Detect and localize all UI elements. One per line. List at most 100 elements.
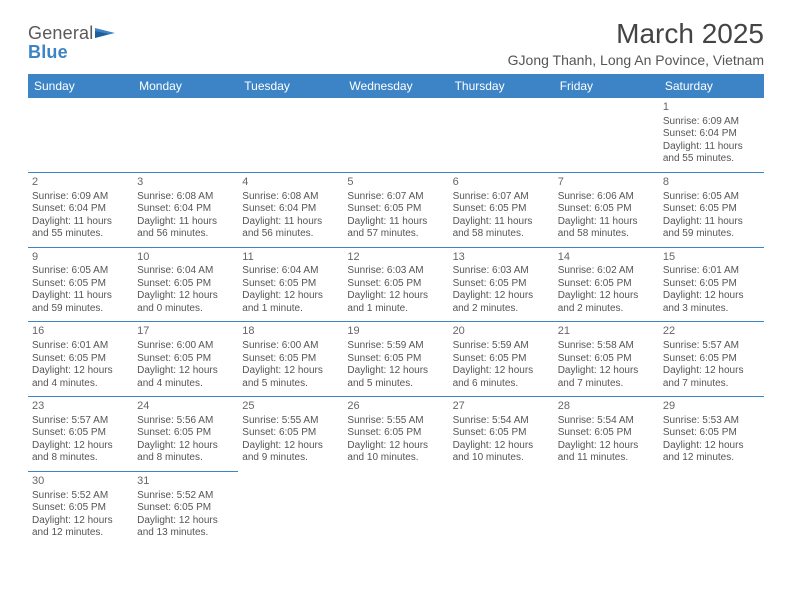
calendar-header-row: SundayMondayTuesdayWednesdayThursdayFrid…: [28, 74, 764, 98]
day-number: 28: [558, 400, 655, 414]
sunrise-text: Sunrise: 6:06 AM: [558, 191, 655, 204]
day-info: Sunrise: 6:04 AMSunset: 6:05 PMDaylight:…: [242, 265, 339, 315]
daylight-text: Daylight: 12 hours and 3 minutes.: [663, 290, 760, 315]
day-info: Sunrise: 6:02 AMSunset: 6:05 PMDaylight:…: [558, 265, 655, 315]
calendar-empty-cell: [133, 98, 238, 172]
calendar-empty-cell: [238, 98, 343, 172]
sunrise-text: Sunrise: 6:09 AM: [663, 116, 760, 129]
day-info: Sunrise: 5:52 AMSunset: 6:05 PMDaylight:…: [137, 490, 234, 540]
day-number: 5: [347, 176, 444, 190]
day-info: Sunrise: 5:58 AMSunset: 6:05 PMDaylight:…: [558, 340, 655, 390]
day-number: 3: [137, 176, 234, 190]
calendar-empty-cell: [554, 98, 659, 172]
sunrise-text: Sunrise: 5:54 AM: [558, 415, 655, 428]
weekday-header: Friday: [554, 74, 659, 98]
day-number: 31: [137, 475, 234, 489]
daylight-text: Daylight: 11 hours and 55 minutes.: [663, 141, 760, 166]
calendar-week-row: 23Sunrise: 5:57 AMSunset: 6:05 PMDayligh…: [28, 397, 764, 472]
sunset-text: Sunset: 6:05 PM: [663, 203, 760, 216]
sunset-text: Sunset: 6:05 PM: [32, 502, 129, 515]
sunrise-text: Sunrise: 6:00 AM: [242, 340, 339, 353]
daylight-text: Daylight: 12 hours and 4 minutes.: [32, 365, 129, 390]
sunrise-text: Sunrise: 5:53 AM: [663, 415, 760, 428]
sunrise-text: Sunrise: 5:54 AM: [453, 415, 550, 428]
sunrise-text: Sunrise: 6:09 AM: [32, 191, 129, 204]
day-info: Sunrise: 5:55 AMSunset: 6:05 PMDaylight:…: [242, 415, 339, 465]
day-number: 26: [347, 400, 444, 414]
brand-text-a: General: [28, 23, 93, 43]
calendar-day-cell: 4Sunrise: 6:08 AMSunset: 6:04 PMDaylight…: [238, 172, 343, 247]
day-info: Sunrise: 5:59 AMSunset: 6:05 PMDaylight:…: [453, 340, 550, 390]
daylight-text: Daylight: 12 hours and 5 minutes.: [347, 365, 444, 390]
day-number: 12: [347, 251, 444, 265]
sunset-text: Sunset: 6:05 PM: [32, 427, 129, 440]
day-number: 22: [663, 325, 760, 339]
sunset-text: Sunset: 6:04 PM: [242, 203, 339, 216]
day-number: 17: [137, 325, 234, 339]
calendar-day-cell: 22Sunrise: 5:57 AMSunset: 6:05 PMDayligh…: [659, 322, 764, 397]
calendar-day-cell: 16Sunrise: 6:01 AMSunset: 6:05 PMDayligh…: [28, 322, 133, 397]
calendar-empty-cell: [343, 471, 448, 545]
sunset-text: Sunset: 6:05 PM: [347, 278, 444, 291]
sunset-text: Sunset: 6:05 PM: [558, 353, 655, 366]
day-number: 6: [453, 176, 550, 190]
day-number: 25: [242, 400, 339, 414]
daylight-text: Daylight: 12 hours and 11 minutes.: [558, 440, 655, 465]
daylight-text: Daylight: 12 hours and 1 minute.: [347, 290, 444, 315]
sunset-text: Sunset: 6:05 PM: [453, 427, 550, 440]
daylight-text: Daylight: 12 hours and 5 minutes.: [242, 365, 339, 390]
calendar-day-cell: 21Sunrise: 5:58 AMSunset: 6:05 PMDayligh…: [554, 322, 659, 397]
daylight-text: Daylight: 11 hours and 59 minutes.: [663, 216, 760, 241]
day-info: Sunrise: 5:57 AMSunset: 6:05 PMDaylight:…: [32, 415, 129, 465]
sunrise-text: Sunrise: 5:57 AM: [32, 415, 129, 428]
day-info: Sunrise: 6:00 AMSunset: 6:05 PMDaylight:…: [137, 340, 234, 390]
calendar-empty-cell: [28, 98, 133, 172]
calendar-day-cell: 30Sunrise: 5:52 AMSunset: 6:05 PMDayligh…: [28, 471, 133, 545]
calendar-day-cell: 23Sunrise: 5:57 AMSunset: 6:05 PMDayligh…: [28, 397, 133, 472]
weekday-header: Wednesday: [343, 74, 448, 98]
sunrise-text: Sunrise: 5:55 AM: [242, 415, 339, 428]
sunset-text: Sunset: 6:05 PM: [558, 203, 655, 216]
day-info: Sunrise: 6:01 AMSunset: 6:05 PMDaylight:…: [663, 265, 760, 315]
sunset-text: Sunset: 6:05 PM: [32, 353, 129, 366]
calendar-empty-cell: [449, 471, 554, 545]
day-number: 2: [32, 176, 129, 190]
sunset-text: Sunset: 6:04 PM: [32, 203, 129, 216]
day-info: Sunrise: 5:56 AMSunset: 6:05 PMDaylight:…: [137, 415, 234, 465]
sunset-text: Sunset: 6:05 PM: [137, 427, 234, 440]
location-subtitle: GJong Thanh, Long An Povince, Vietnam: [508, 52, 764, 68]
sunset-text: Sunset: 6:05 PM: [242, 353, 339, 366]
calendar-day-cell: 12Sunrise: 6:03 AMSunset: 6:05 PMDayligh…: [343, 247, 448, 322]
day-info: Sunrise: 6:00 AMSunset: 6:05 PMDaylight:…: [242, 340, 339, 390]
day-info: Sunrise: 6:09 AMSunset: 6:04 PMDaylight:…: [663, 116, 760, 166]
sunrise-text: Sunrise: 6:07 AM: [347, 191, 444, 204]
day-number: 15: [663, 251, 760, 265]
calendar-day-cell: 1Sunrise: 6:09 AMSunset: 6:04 PMDaylight…: [659, 98, 764, 172]
day-number: 29: [663, 400, 760, 414]
calendar-day-cell: 13Sunrise: 6:03 AMSunset: 6:05 PMDayligh…: [449, 247, 554, 322]
sunrise-text: Sunrise: 5:55 AM: [347, 415, 444, 428]
day-info: Sunrise: 5:53 AMSunset: 6:05 PMDaylight:…: [663, 415, 760, 465]
brand-text: GeneralBlue: [28, 24, 117, 61]
daylight-text: Daylight: 12 hours and 2 minutes.: [453, 290, 550, 315]
sunset-text: Sunset: 6:05 PM: [663, 278, 760, 291]
brand-logo: GeneralBlue: [28, 18, 117, 61]
day-number: 27: [453, 400, 550, 414]
calendar-day-cell: 11Sunrise: 6:04 AMSunset: 6:05 PMDayligh…: [238, 247, 343, 322]
daylight-text: Daylight: 12 hours and 12 minutes.: [32, 515, 129, 540]
daylight-text: Daylight: 11 hours and 58 minutes.: [558, 216, 655, 241]
sunrise-text: Sunrise: 5:58 AM: [558, 340, 655, 353]
day-number: 16: [32, 325, 129, 339]
day-info: Sunrise: 5:54 AMSunset: 6:05 PMDaylight:…: [558, 415, 655, 465]
sunset-text: Sunset: 6:05 PM: [242, 427, 339, 440]
day-info: Sunrise: 6:06 AMSunset: 6:05 PMDaylight:…: [558, 191, 655, 241]
day-number: 13: [453, 251, 550, 265]
calendar-day-cell: 28Sunrise: 5:54 AMSunset: 6:05 PMDayligh…: [554, 397, 659, 472]
sunrise-text: Sunrise: 6:02 AM: [558, 265, 655, 278]
calendar-empty-cell: [554, 471, 659, 545]
calendar-day-cell: 7Sunrise: 6:06 AMSunset: 6:05 PMDaylight…: [554, 172, 659, 247]
sunset-text: Sunset: 6:05 PM: [558, 427, 655, 440]
daylight-text: Daylight: 12 hours and 1 minute.: [242, 290, 339, 315]
sunrise-text: Sunrise: 5:56 AM: [137, 415, 234, 428]
daylight-text: Daylight: 11 hours and 57 minutes.: [347, 216, 444, 241]
